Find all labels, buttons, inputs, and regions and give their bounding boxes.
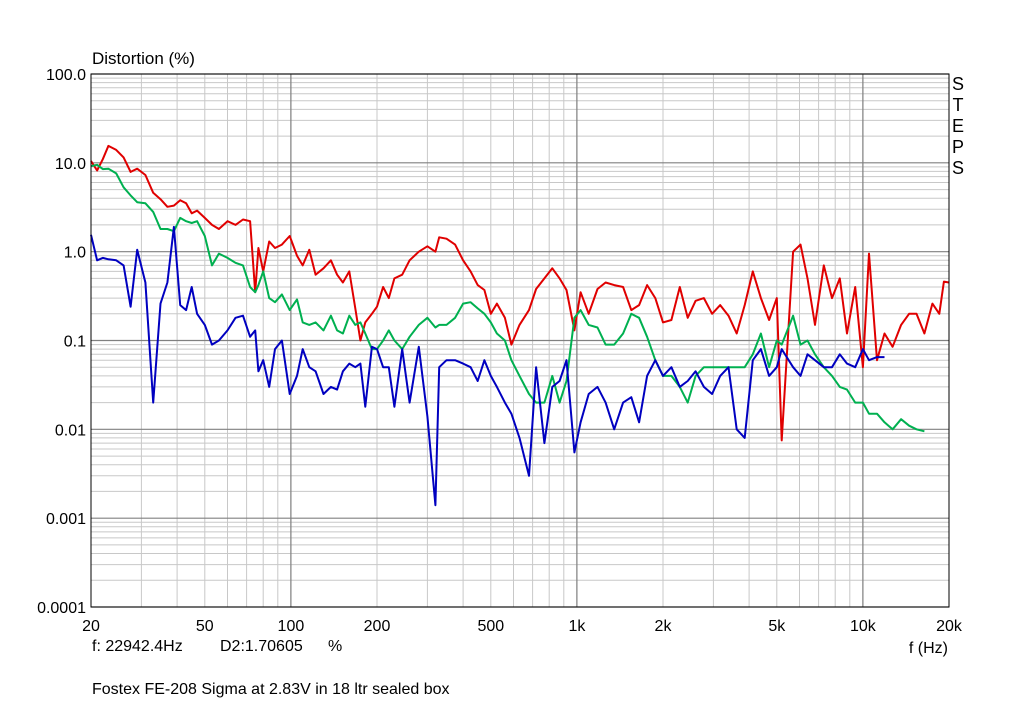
x-tick-label: 200 (364, 618, 391, 635)
chart-title: Distortion (%) (92, 49, 195, 68)
plot-frame (90, 73, 950, 608)
x-tick-label: 1k (568, 618, 586, 635)
x-tick-label: 5k (768, 618, 786, 635)
frequency-readout: f: 22942.4Hz (92, 638, 183, 655)
y-tick-label: 0.1 (64, 334, 86, 351)
side-label-letter: P (952, 137, 964, 157)
y-tick-label: 0.01 (55, 422, 86, 439)
x-tick-label: 20k (936, 618, 963, 635)
y-tick-label: 1.0 (64, 245, 86, 262)
x-axis-label: f (Hz) (909, 640, 948, 657)
chart-caption: Fostex FE-208 Sigma at 2.83V in 18 ltr s… (92, 681, 450, 698)
y-tick-label: 0.001 (46, 511, 86, 528)
series-line-2 (90, 163, 925, 433)
side-label-letter: S (952, 158, 964, 178)
unit-readout: % (328, 638, 343, 655)
x-tick-label: 20 (82, 618, 100, 635)
x-tick-label: 2k (655, 618, 673, 635)
x-tick-label: 50 (196, 618, 214, 635)
x-tick-labels: 20 50 100 200 500 1k 2k 5k 10k 20k (82, 618, 963, 635)
side-label-letter: E (952, 116, 964, 136)
y-tick-label: 10.0 (55, 156, 86, 173)
series-layer (90, 144, 950, 507)
x-tick-label: 10k (850, 618, 877, 635)
x-tick-label: 100 (278, 618, 305, 635)
series-line-1 (90, 144, 950, 442)
y-tick-labels: 100.0 10.0 1.0 0.1 0.01 0.001 0.0001 (37, 67, 86, 617)
x-tick-label: 500 (477, 618, 504, 635)
value-readout: D2:1.70605 (220, 638, 303, 655)
y-tick-label: 0.0001 (37, 600, 86, 617)
side-label-letter: S (952, 74, 964, 94)
side-label-letter: T (953, 95, 964, 115)
y-tick-label: 100.0 (46, 67, 86, 84)
series-line-3 (90, 225, 885, 507)
